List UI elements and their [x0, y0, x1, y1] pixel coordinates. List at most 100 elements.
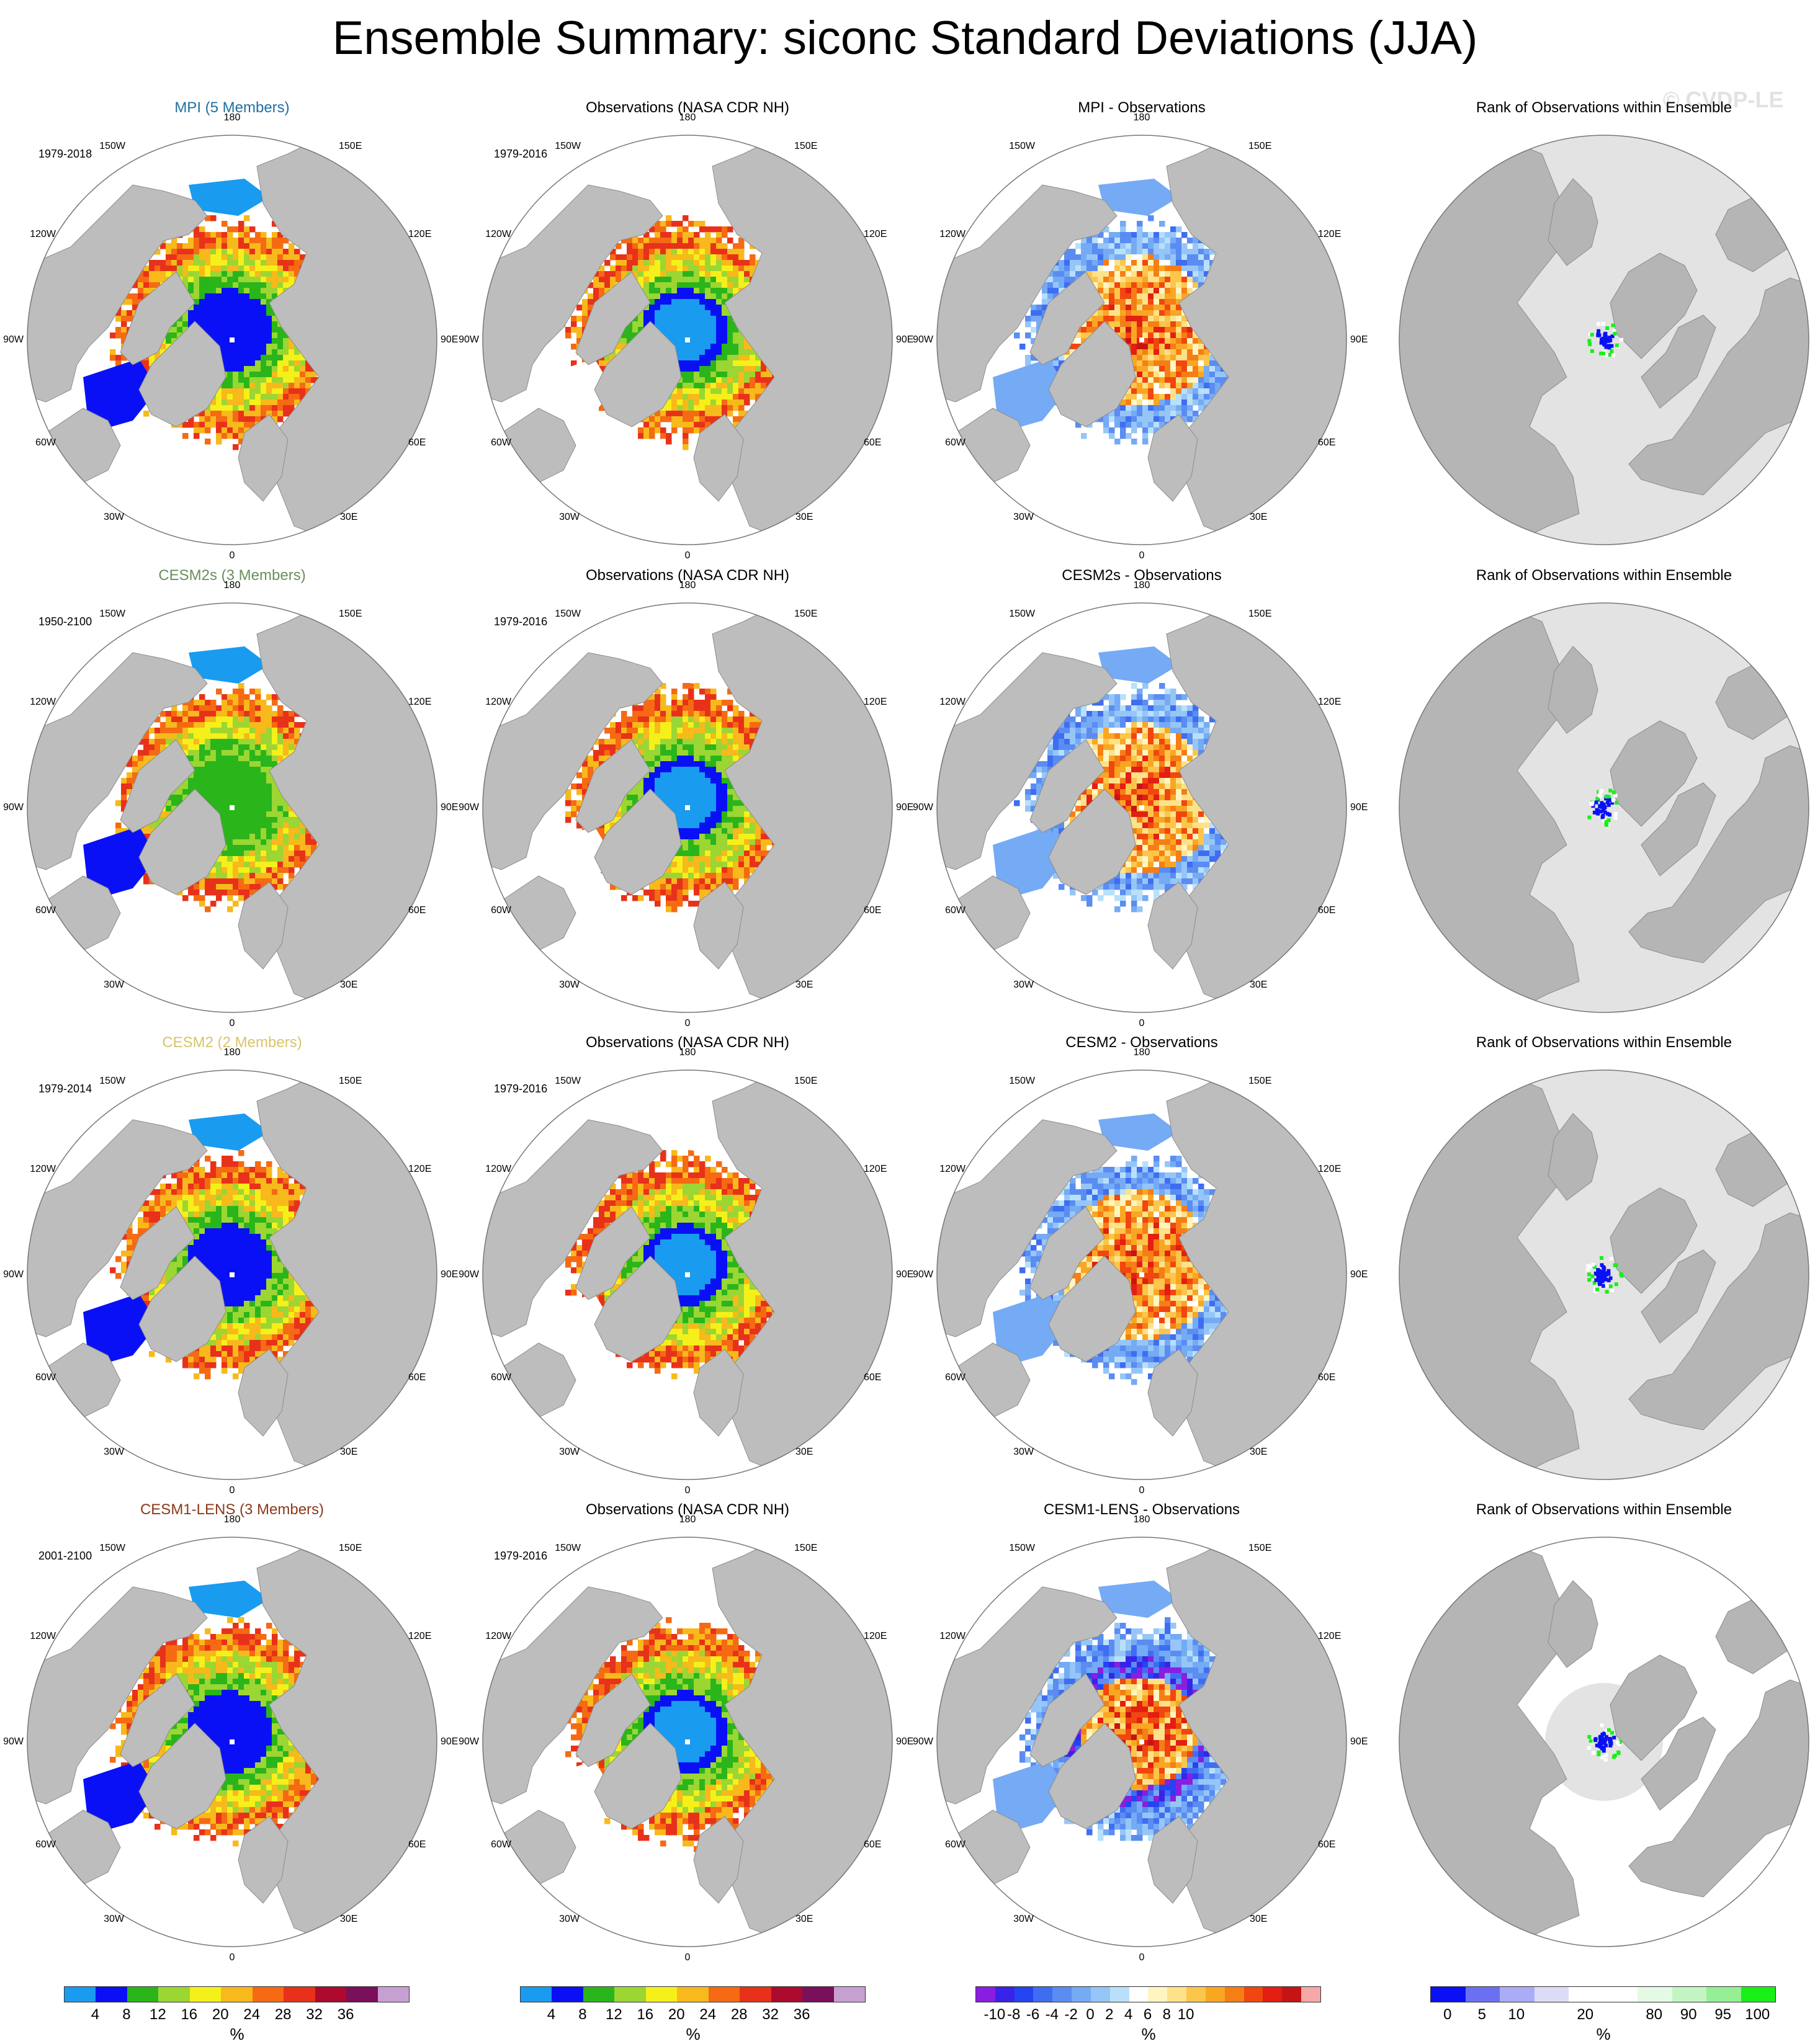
- longitude-label: 120E: [1318, 697, 1355, 708]
- colorbar-swatch: [646, 1987, 677, 2002]
- pole-marker: [230, 805, 235, 810]
- colorbar-swatch: [346, 1987, 377, 2002]
- longitude-label: 0: [669, 1018, 706, 1029]
- longitude-label: 30W: [542, 1447, 580, 1458]
- longitude-label: 120E: [1318, 1164, 1355, 1175]
- colorbar-tick-label: 12: [606, 2006, 622, 2024]
- longitude-label: 180: [669, 112, 706, 123]
- pole-marker: [230, 1272, 235, 1277]
- colorbar-tick-label: 4: [547, 2006, 555, 2024]
- pole-marker: [1139, 337, 1144, 342]
- colorbar-tick-label: 4: [91, 2006, 99, 2024]
- longitude-label: 30W: [87, 980, 124, 991]
- longitude-label: 120E: [408, 697, 446, 708]
- colorbar-tick-label: 5: [1478, 2006, 1486, 2024]
- longitude-label: 60W: [928, 905, 965, 916]
- longitude-label: 150W: [544, 609, 581, 620]
- pole-marker: [1139, 1739, 1144, 1744]
- longitude-label: 30W: [542, 1914, 580, 1925]
- longitude-label: 30E: [340, 980, 377, 991]
- longitude-label: 60E: [1318, 437, 1355, 449]
- colorbar-swatch: [740, 1987, 771, 2002]
- colorbar-tick-label: 8: [122, 2006, 130, 2024]
- longitude-label: 30W: [997, 512, 1034, 523]
- colorbar-swatch: [96, 1987, 127, 2002]
- longitude-label: 90W: [0, 1269, 24, 1280]
- colorbar-swatch: [1466, 1987, 1500, 2002]
- colorbar-tick-label: -8: [1007, 2006, 1020, 2024]
- longitude-label: 60E: [408, 437, 446, 449]
- colorbar-difference: [975, 1986, 1321, 2002]
- longitude-label: 150W: [998, 1076, 1035, 1087]
- polar-map: [26, 602, 438, 1014]
- longitude-label: 0: [213, 1018, 251, 1029]
- colorbar-swatch: [1282, 1987, 1301, 2002]
- colorbar-swatch: [834, 1987, 865, 2002]
- longitude-label: 150E: [339, 1543, 376, 1554]
- colorbar-swatch: [1244, 1987, 1263, 2002]
- pole-marker: [685, 337, 690, 342]
- colorbar-swatch: [1301, 1987, 1320, 2002]
- polar-map: [1398, 602, 1810, 1014]
- colorbar-rank: [1430, 1986, 1776, 2002]
- longitude-label: 120W: [19, 229, 56, 240]
- colorbar-tick-label: 0: [1443, 2006, 1451, 2024]
- longitude-label: 90W: [0, 802, 24, 813]
- colorbar-swatch: [583, 1987, 614, 2002]
- colorbar-swatch: [284, 1987, 315, 2002]
- pole-marker: [685, 805, 690, 810]
- colorbar-swatch: [802, 1987, 833, 2002]
- longitude-label: 90W: [442, 334, 479, 346]
- longitude-label: 180: [213, 1514, 251, 1525]
- longitude-label: 60W: [19, 1372, 56, 1383]
- colorbar-swatch: [1225, 1987, 1244, 2002]
- longitude-label: 150W: [544, 1076, 581, 1087]
- longitude-label: 150E: [794, 1076, 831, 1087]
- colorbar-swatch: [1167, 1987, 1186, 2002]
- colorbar-swatch: [1569, 1987, 1603, 2002]
- colorbar-tick-label: 95: [1714, 2006, 1731, 2024]
- colorbar-swatch: [771, 1987, 802, 2002]
- colorbar-swatch: [378, 1987, 409, 2002]
- colorbar-swatch: [1638, 1987, 1672, 2002]
- colorbar-tick-label: 6: [1144, 2006, 1152, 2024]
- longitude-label: 60E: [864, 1372, 901, 1383]
- longitude-label: 90W: [896, 1736, 933, 1747]
- colorbar-tick-label: 24: [243, 2006, 260, 2024]
- longitude-label: 120E: [408, 1164, 446, 1175]
- longitude-label: 150E: [794, 141, 831, 152]
- colorbar-tick-label: 20: [1577, 2006, 1593, 2024]
- colorbar-swatch: [1603, 1987, 1638, 2002]
- longitude-label: 150W: [544, 1543, 581, 1554]
- longitude-label: 90W: [896, 1269, 933, 1280]
- longitude-label: 150W: [998, 141, 1035, 152]
- longitude-label: 120E: [408, 229, 446, 240]
- longitude-label: 30W: [542, 512, 580, 523]
- longitude-label: 0: [669, 550, 706, 561]
- longitude-label: 90W: [0, 334, 24, 346]
- polar-map: [936, 134, 1348, 546]
- longitude-label: 120W: [474, 1164, 511, 1175]
- colorbar-swatch: [127, 1987, 158, 2002]
- pole-marker: [230, 337, 235, 342]
- longitude-label: 60W: [928, 437, 965, 449]
- colorbar-swatch: [1741, 1987, 1776, 2002]
- longitude-label: 30W: [542, 980, 580, 991]
- colorbar-swatch: [1091, 1987, 1110, 2002]
- longitude-label: 0: [669, 1485, 706, 1496]
- longitude-label: 30E: [1250, 980, 1287, 991]
- colorbar-tick-label: 36: [794, 2006, 810, 2024]
- colorbar-swatch: [677, 1987, 708, 2002]
- polar-map: [26, 1069, 438, 1481]
- longitude-label: 60W: [19, 905, 56, 916]
- colorbar-tick-label: 10: [1178, 2006, 1194, 2024]
- colorbar-swatch: [158, 1987, 189, 2002]
- longitude-label: 30E: [340, 1914, 377, 1925]
- longitude-label: 30E: [795, 980, 833, 991]
- longitude-label: 90E: [1350, 1269, 1387, 1280]
- longitude-label: 150E: [1248, 141, 1286, 152]
- longitude-label: 180: [1123, 1047, 1160, 1058]
- longitude-label: 120W: [474, 1631, 511, 1642]
- polar-map: [936, 1069, 1348, 1481]
- longitude-label: 60E: [1318, 905, 1355, 916]
